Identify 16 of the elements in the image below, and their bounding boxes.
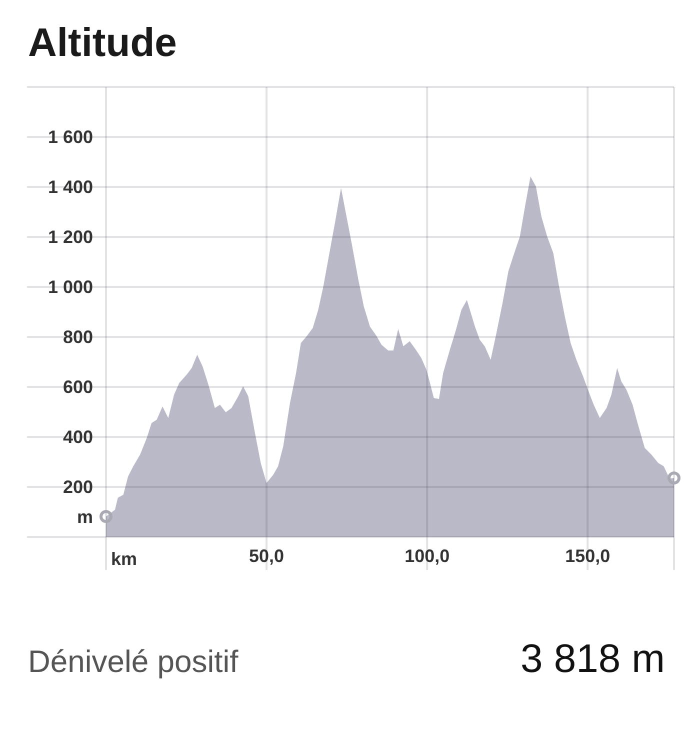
x-tick-label: 100,0 (404, 546, 450, 566)
text: Dénivelé positif (28, 644, 239, 679)
y-tick-label: 200 (62, 476, 93, 497)
y-tick-label: 600 (62, 376, 93, 397)
y-tick-label: 400 (62, 426, 93, 447)
y-axis-title: m (76, 506, 93, 527)
x-tick-label: 50,0 (249, 546, 284, 566)
y-tick-label: 1 000 (48, 276, 93, 297)
x-axis-title: km (110, 549, 138, 569)
y-tick-label: 800 (62, 326, 93, 347)
y-tick-label: 1 600 (48, 126, 93, 147)
y-tick-label: 1 400 (48, 176, 93, 197)
y-tick-label: 1 200 (48, 226, 93, 247)
text: 3 818 m (520, 637, 665, 681)
chart-title: Altitude (28, 21, 177, 65)
x-tick-label: 150,0 (565, 546, 610, 566)
